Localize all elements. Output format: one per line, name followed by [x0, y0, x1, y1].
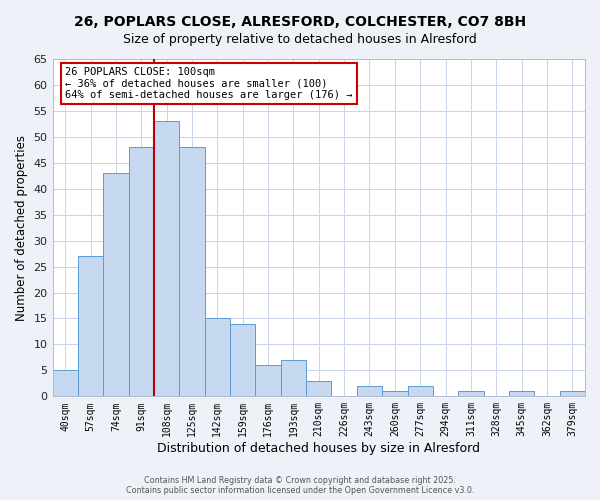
Bar [509, 391, 534, 396]
Bar [179, 147, 205, 396]
Bar [128, 147, 154, 396]
Bar [560, 391, 585, 396]
Bar [154, 122, 179, 396]
Text: Size of property relative to detached houses in Alresford: Size of property relative to detached ho… [123, 32, 477, 46]
Bar [306, 381, 331, 396]
Bar [205, 318, 230, 396]
Bar [407, 386, 433, 396]
Text: 26, POPLARS CLOSE, ALRESFORD, COLCHESTER, CO7 8BH: 26, POPLARS CLOSE, ALRESFORD, COLCHESTER… [74, 15, 526, 29]
Bar [53, 370, 78, 396]
Y-axis label: Number of detached properties: Number of detached properties [15, 134, 28, 320]
Bar [357, 386, 382, 396]
Text: 26 POPLARS CLOSE: 100sqm
← 36% of detached houses are smaller (100)
64% of semi-: 26 POPLARS CLOSE: 100sqm ← 36% of detach… [65, 67, 353, 100]
Bar [230, 324, 256, 396]
Bar [458, 391, 484, 396]
Bar [256, 365, 281, 396]
Bar [78, 256, 103, 396]
Text: Contains HM Land Registry data © Crown copyright and database right 2025.
Contai: Contains HM Land Registry data © Crown c… [126, 476, 474, 495]
Bar [382, 391, 407, 396]
Bar [103, 173, 128, 396]
X-axis label: Distribution of detached houses by size in Alresford: Distribution of detached houses by size … [157, 442, 480, 455]
Bar [281, 360, 306, 397]
